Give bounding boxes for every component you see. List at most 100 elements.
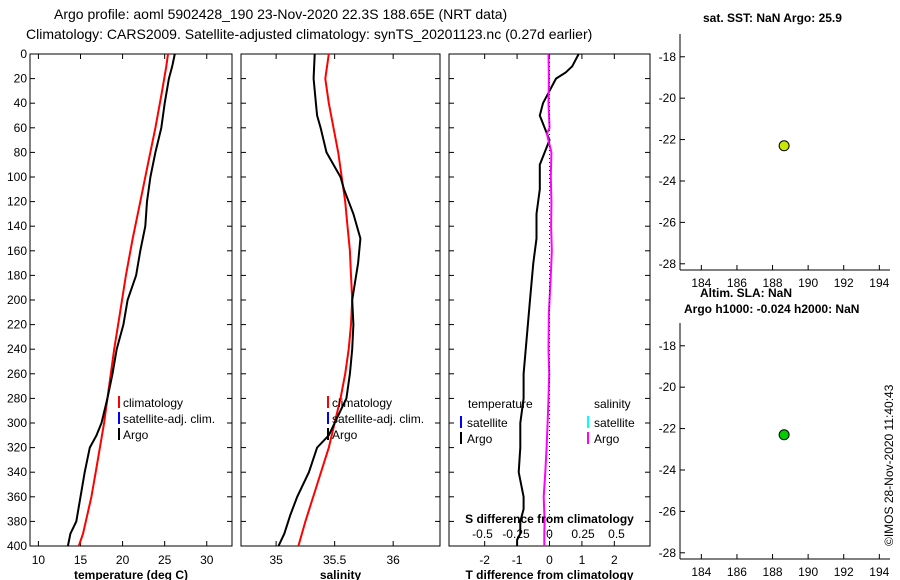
temperature-series-argo bbox=[66, 53, 176, 547]
depth-tick-label: 180 bbox=[7, 268, 27, 282]
temperature-legend-label: climatology bbox=[123, 396, 183, 410]
map-sst-ytick-label: -20 bbox=[659, 91, 677, 105]
temperature-xtick-label: 20 bbox=[116, 553, 130, 567]
depth-tick-label: 320 bbox=[7, 441, 27, 455]
map-sla-xtick-label: 186 bbox=[727, 565, 747, 579]
map-sst-title: sat. SST: NaN Argo: 25.9 bbox=[703, 11, 842, 25]
difference-panel: -2 -1 0 1 2T difference from climatology S di… bbox=[448, 53, 651, 580]
depth-tick-label: 140 bbox=[7, 219, 27, 233]
depth-tick-label: 360 bbox=[7, 490, 27, 504]
difference-legend-salinity-label: Argo bbox=[594, 432, 620, 446]
map-sla-ytick-label: -22 bbox=[659, 422, 677, 436]
depth-tick-label: 240 bbox=[7, 342, 27, 356]
map-sla-ytick-label: -20 bbox=[659, 380, 677, 394]
figure-title-line2: Climatology: CARS2009. Satellite-adjuste… bbox=[26, 26, 592, 42]
depth-tick-label: 40 bbox=[14, 96, 28, 110]
map-sla-ytick-label: -24 bbox=[659, 463, 677, 477]
difference-xtick-label: 2 bbox=[611, 553, 618, 567]
salinity-xtick-label: 35 bbox=[269, 553, 283, 567]
map-sla-ytick-label: -18 bbox=[659, 339, 677, 353]
difference-series-s-difference-argo- bbox=[542, 53, 553, 546]
map-sst-ytick-label: -22 bbox=[659, 133, 677, 147]
map-sla-xtick-label: 184 bbox=[691, 565, 711, 579]
difference-series-t-difference-argo- bbox=[516, 53, 580, 546]
difference-xtick2-label: -0.25 bbox=[502, 527, 530, 541]
salinity-axes-box bbox=[240, 53, 441, 547]
depth-tick-label: 20 bbox=[14, 72, 28, 86]
temperature-axes-box bbox=[29, 53, 233, 547]
map-sst-ytick-label: -24 bbox=[659, 174, 677, 188]
difference-xlabel-salinity: S difference from climatology bbox=[465, 512, 634, 526]
map-sst-panel: -18 -20 -22 -24 -26 -28 184 186 188 190 192 194 sat.… bbox=[659, 11, 890, 290]
salinity-xtick-label: 35.5 bbox=[323, 553, 347, 567]
map-sst-ytick-label: -18 bbox=[659, 50, 677, 64]
difference-legend-salinity-title: salinity bbox=[594, 397, 631, 411]
salinity-panel: 35 35.5 36 salinity climatology satellite-adj… bbox=[240, 53, 441, 580]
depth-tick-label: 400 bbox=[7, 539, 27, 553]
difference-xtick-label: 1 bbox=[579, 553, 586, 567]
map-sst-xtick-label: 188 bbox=[763, 276, 783, 290]
temperature-panel: 10 15 20 25 30020406080100120140160180200220… bbox=[7, 47, 233, 580]
map-sst-xtick-label: 186 bbox=[727, 276, 747, 290]
difference-xtick2-label: -0.5 bbox=[472, 527, 493, 541]
temperature-series-climatology bbox=[77, 53, 169, 547]
difference-xtick2-label: 0 bbox=[546, 527, 553, 541]
map-sla-xtick-label: 190 bbox=[798, 565, 818, 579]
difference-xtick-label: 0 bbox=[546, 553, 553, 567]
difference-xtick2-label: 0.25 bbox=[571, 527, 595, 541]
timestamp: ©IMOS 28-Nov-2020 11:40:43 bbox=[882, 384, 896, 546]
depth-tick-label: 340 bbox=[7, 465, 27, 479]
figure-title-line1: Argo profile: aoml 5902428_190 23-Nov-20… bbox=[54, 6, 507, 22]
difference-xtick2-label: 0.5 bbox=[608, 527, 625, 541]
map-sla-ytick-label: -28 bbox=[659, 546, 677, 560]
salinity-series-climatology bbox=[297, 53, 354, 547]
map-sla-xtick-label: 192 bbox=[834, 565, 854, 579]
depth-tick-label: 0 bbox=[20, 47, 27, 61]
depth-tick-label: 80 bbox=[14, 145, 28, 159]
map-sst-xtick-label: 194 bbox=[869, 276, 889, 290]
map-sst-xtick-label: 184 bbox=[691, 276, 711, 290]
map-sla-panel: -18 -20 -22 -24 -26 -28 184 186 188 190 192 194 Alti… bbox=[659, 286, 890, 579]
map-sst-ytick-label: -26 bbox=[659, 215, 677, 229]
difference-xtick-label: -1 bbox=[512, 553, 523, 567]
depth-tick-label: 60 bbox=[14, 121, 28, 135]
map-sla-xtick-label: 188 bbox=[763, 565, 783, 579]
depth-tick-label: 100 bbox=[7, 170, 27, 184]
map-sst-xtick-label: 190 bbox=[798, 276, 818, 290]
depth-tick-label: 260 bbox=[7, 367, 27, 381]
map-sst-ytick-label: -28 bbox=[659, 257, 677, 271]
difference-xlabel: T difference from climatology bbox=[465, 568, 633, 580]
plot-area: 10 15 20 25 30020406080100120140160180200220… bbox=[7, 11, 890, 580]
difference-xtick-label: -2 bbox=[479, 553, 490, 567]
difference-legend-temperature-title: temperature bbox=[468, 397, 533, 411]
map-sla-subtitle: Argo h1000: -0.024 h2000: NaN bbox=[684, 302, 859, 316]
difference-legend-salinity-label: satellite bbox=[594, 416, 635, 430]
depth-tick-label: 380 bbox=[7, 514, 27, 528]
salinity-legend-label: satellite-adj. clim. bbox=[332, 412, 424, 426]
depth-tick-label: 300 bbox=[7, 416, 27, 430]
temperature-xtick-label: 10 bbox=[32, 553, 46, 567]
depth-tick-label: 120 bbox=[7, 195, 27, 209]
depth-tick-label: 280 bbox=[7, 391, 27, 405]
depth-tick-label: 220 bbox=[7, 318, 27, 332]
depth-tick-label: 200 bbox=[7, 293, 27, 307]
salinity-legend-label: Argo bbox=[332, 428, 358, 442]
map-sla-title: Altim. SLA: NaN bbox=[700, 286, 792, 300]
temperature-xlabel: temperature (deg C) bbox=[74, 568, 188, 580]
difference-legend-temperature-label: Argo bbox=[467, 432, 493, 446]
temperature-xtick-label: 15 bbox=[74, 553, 88, 567]
map-sst-xtick-label: 192 bbox=[834, 276, 854, 290]
temperature-xtick-label: 30 bbox=[200, 553, 214, 567]
map-sla-argo-position-marker bbox=[778, 429, 790, 441]
difference-legend-temperature-label: satellite bbox=[467, 416, 508, 430]
salinity-xtick-label: 36 bbox=[386, 553, 400, 567]
salinity-xlabel: salinity bbox=[320, 568, 362, 580]
temperature-legend-label: satellite-adj. clim. bbox=[123, 412, 215, 426]
salinity-legend-label: climatology bbox=[332, 396, 392, 410]
temperature-legend-label: Argo bbox=[123, 428, 149, 442]
map-sla-ytick-label: -26 bbox=[659, 504, 677, 518]
temperature-xtick-label: 25 bbox=[158, 553, 172, 567]
salinity-series-argo bbox=[277, 53, 362, 547]
map-sst-argo-position-marker bbox=[778, 140, 790, 152]
